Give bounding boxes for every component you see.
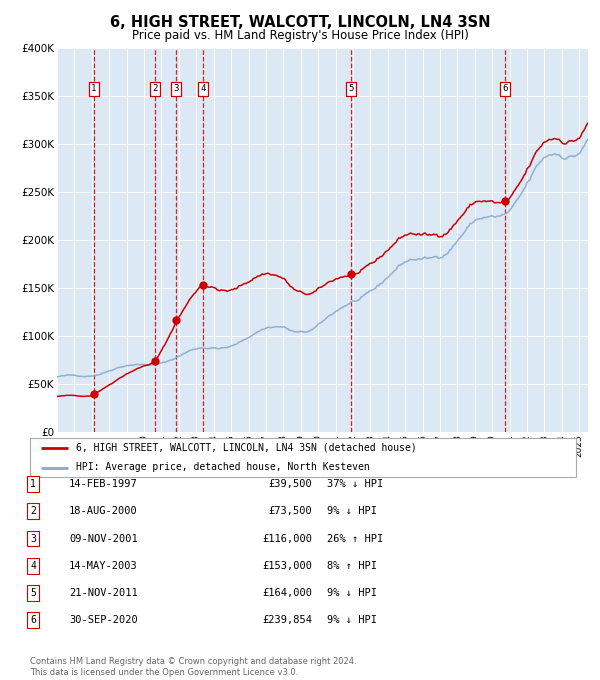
Text: 4: 4 — [30, 561, 36, 571]
Text: 3: 3 — [30, 534, 36, 543]
Text: £116,000: £116,000 — [262, 534, 312, 543]
Text: HPI: Average price, detached house, North Kesteven: HPI: Average price, detached house, Nort… — [76, 462, 370, 473]
Text: 5: 5 — [30, 588, 36, 598]
Text: 6: 6 — [503, 84, 508, 93]
Text: 8% ↑ HPI: 8% ↑ HPI — [327, 561, 377, 571]
Text: 30-SEP-2020: 30-SEP-2020 — [69, 615, 138, 625]
Text: Price paid vs. HM Land Registry's House Price Index (HPI): Price paid vs. HM Land Registry's House … — [131, 29, 469, 41]
Text: 6, HIGH STREET, WALCOTT, LINCOLN, LN4 3SN (detached house): 6, HIGH STREET, WALCOTT, LINCOLN, LN4 3S… — [76, 443, 417, 453]
Text: 6, HIGH STREET, WALCOTT, LINCOLN, LN4 3SN: 6, HIGH STREET, WALCOTT, LINCOLN, LN4 3S… — [110, 15, 490, 30]
Text: 4: 4 — [200, 84, 205, 93]
Text: £39,500: £39,500 — [268, 479, 312, 489]
Text: 14-FEB-1997: 14-FEB-1997 — [69, 479, 138, 489]
Text: 9% ↓ HPI: 9% ↓ HPI — [327, 615, 377, 625]
Text: 09-NOV-2001: 09-NOV-2001 — [69, 534, 138, 543]
Text: 3: 3 — [174, 84, 179, 93]
Text: £239,854: £239,854 — [262, 615, 312, 625]
Text: 2: 2 — [152, 84, 158, 93]
Text: 5: 5 — [349, 84, 354, 93]
Text: 9% ↓ HPI: 9% ↓ HPI — [327, 588, 377, 598]
Text: 6: 6 — [30, 615, 36, 625]
Text: 2: 2 — [30, 507, 36, 516]
FancyBboxPatch shape — [30, 438, 576, 477]
Text: £153,000: £153,000 — [262, 561, 312, 571]
Text: 37% ↓ HPI: 37% ↓ HPI — [327, 479, 383, 489]
Text: 18-AUG-2000: 18-AUG-2000 — [69, 507, 138, 516]
Text: 26% ↑ HPI: 26% ↑ HPI — [327, 534, 383, 543]
Text: 21-NOV-2011: 21-NOV-2011 — [69, 588, 138, 598]
Text: 1: 1 — [30, 479, 36, 489]
Text: £164,000: £164,000 — [262, 588, 312, 598]
Text: 1: 1 — [91, 84, 97, 93]
Text: Contains HM Land Registry data © Crown copyright and database right 2024.
This d: Contains HM Land Registry data © Crown c… — [30, 657, 356, 677]
Text: 14-MAY-2003: 14-MAY-2003 — [69, 561, 138, 571]
Text: £73,500: £73,500 — [268, 507, 312, 516]
Text: 9% ↓ HPI: 9% ↓ HPI — [327, 507, 377, 516]
